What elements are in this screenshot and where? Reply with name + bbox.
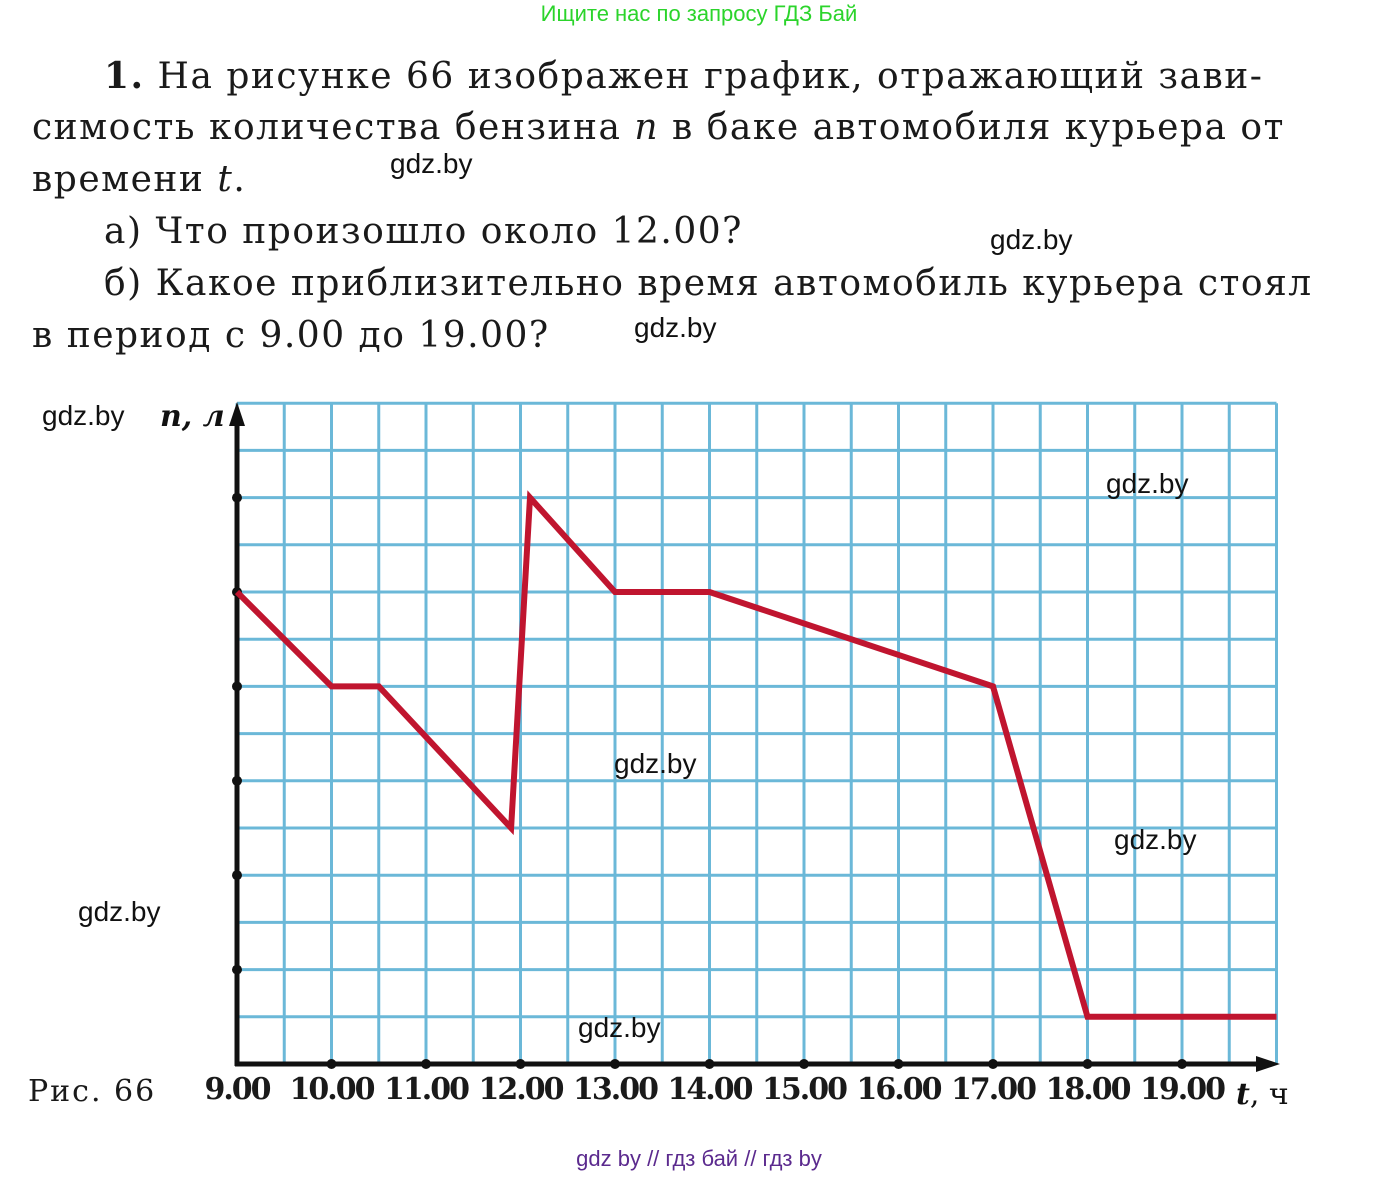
- y-axis-arrow-icon: [229, 402, 245, 426]
- problem-text-line3: времени t.: [32, 159, 247, 200]
- x-tick-label: 12.00: [478, 1072, 565, 1107]
- x-axis-label: t, ч: [1236, 1077, 1289, 1112]
- watermark: gdz.by: [1114, 824, 1197, 855]
- question-a: а) Что произошло около 12.00?: [104, 211, 743, 252]
- watermark: gdz.by: [42, 400, 125, 431]
- x-tick-label: 15.00: [762, 1072, 848, 1107]
- watermark: gdz.by: [990, 224, 1073, 255]
- question-b-line2: в период с 9.00 до 19.00?: [32, 315, 550, 356]
- watermark: gdz.by: [634, 312, 717, 343]
- problem-text: 1. На рисунке 66 изображен график, отраж…: [104, 55, 1264, 97]
- watermark: gdz.by: [78, 896, 161, 927]
- axis-tick-dots: [232, 492, 1187, 1069]
- problem-text-line2: симость количества бензина n в баке авто…: [32, 107, 1285, 148]
- search-banner: Ищите нас по запросу ГДЗ Бай: [540, 1, 858, 26]
- y-axis-label: n, л: [160, 399, 225, 434]
- question-b-line1: б) Какое приблизительно время автомобиль…: [104, 263, 1313, 304]
- watermark: gdz.by: [390, 148, 473, 179]
- x-tick-label: 18.00: [1045, 1072, 1132, 1107]
- x-tick-label: 17.00: [951, 1072, 1037, 1107]
- x-axis-arrow-icon: [1256, 1056, 1280, 1072]
- watermark: gdz.by: [578, 1012, 661, 1043]
- problem-number: 1.: [104, 55, 145, 97]
- figure-caption: Рис. 66: [28, 1074, 157, 1109]
- x-tick-label: 9.00: [204, 1072, 271, 1107]
- watermark: gdz.by: [614, 748, 697, 779]
- x-tick-label: 16.00: [856, 1072, 943, 1107]
- x-tick-label: 14.00: [667, 1072, 754, 1107]
- site-footer-banner: gdz by // гдз бай // гдз by: [576, 1146, 822, 1171]
- x-tick-label: 13.00: [573, 1072, 659, 1107]
- x-tick-label: 19.00: [1140, 1072, 1226, 1107]
- chart-grid: [235, 401, 1278, 1064]
- fuel-level-line: [234, 490, 1277, 1020]
- y-axis: [229, 402, 245, 1066]
- x-tick-label: 10.00: [289, 1072, 376, 1107]
- watermark: gdz.by: [1106, 468, 1189, 499]
- x-tick-label: 11.00: [384, 1072, 470, 1107]
